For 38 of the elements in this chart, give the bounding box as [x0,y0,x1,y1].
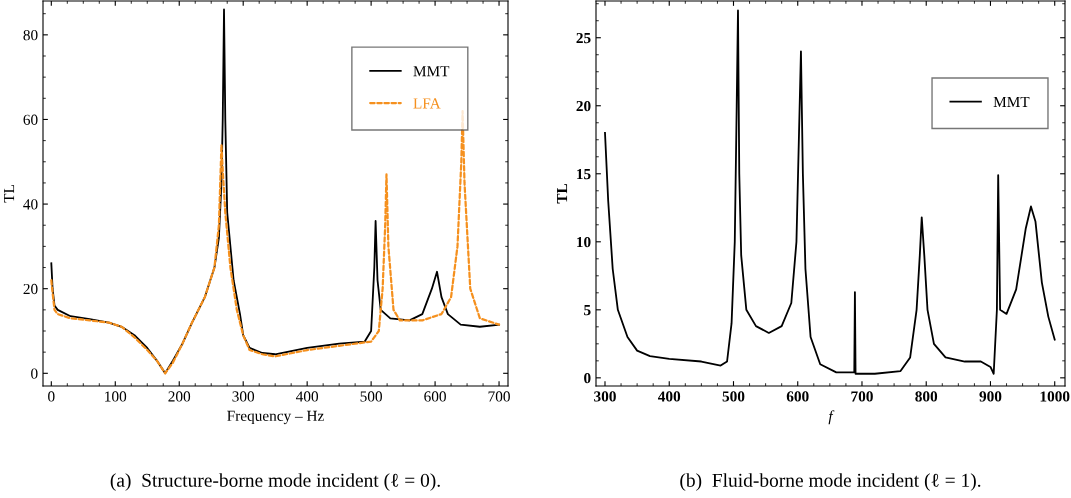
y-tick-label: 60 [23,114,38,125]
x-tick-label: 600 [424,391,446,402]
x-tick-label: 700 [488,391,510,402]
y-tick-label: 80 [23,29,38,41]
x-tick-label: 800 [915,391,938,402]
x-tick-label: 500 [360,391,382,402]
text: (b) Fluid-borne mode incident (ℓ = 1). [680,473,981,491]
y-tick-label: 25 [576,32,591,44]
y-tick-label: 0 [31,368,38,379]
x-tick-label: 700 [851,391,873,402]
x-tick-label: 100 [105,391,127,402]
x-tick-label: 300 [232,391,255,402]
y-tick-label: 40 [23,199,38,210]
x-axis-title: Frequency – Hz [227,410,324,425]
x-tick-label: 400 [296,391,319,402]
line-series [604,9,1056,375]
x-axis-title: f [828,410,835,425]
x-tick-label: 600 [786,391,809,402]
legend-label: MMT [413,66,450,77]
y-tick-label: 10 [577,236,591,248]
line-series [50,8,500,375]
y-tick-label: 15 [577,168,591,180]
x-tick-label: 900 [979,391,1002,402]
x-tick-label: 300 [594,391,616,402]
y-axis-title: TL [4,185,15,203]
legend-label: LFA [413,98,441,109]
x-tick-label: 1000 [1040,391,1070,402]
x-tick-label: 0 [48,391,55,402]
legend-label: MMT [993,96,1030,107]
text: (a) Structure-borne mode incident (ℓ = 0). [110,473,440,491]
x-tick-label: 200 [168,391,191,402]
y-tick-label: 20 [23,283,38,295]
y-tick-label: 0 [584,372,591,384]
y-tick-label: 5 [584,305,591,316]
y-axis-title: TL [557,183,568,204]
x-tick-label: 500 [722,391,745,402]
y-tick-label: 20 [576,100,591,112]
x-tick-label: 400 [657,391,681,402]
